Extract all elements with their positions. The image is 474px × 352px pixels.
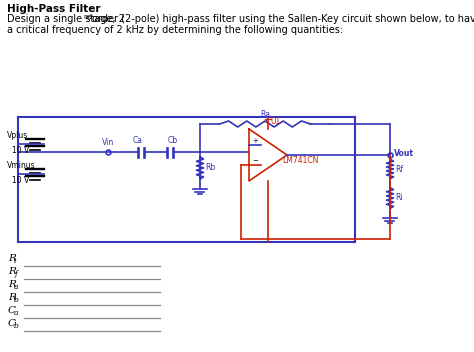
Text: f: f bbox=[14, 270, 17, 278]
Text: C: C bbox=[8, 319, 16, 328]
Text: Ra: Ra bbox=[260, 110, 270, 119]
Text: Vin: Vin bbox=[102, 138, 114, 147]
Text: a critical frequency of 2 kHz by determining the following quantities:: a critical frequency of 2 kHz by determi… bbox=[7, 25, 343, 35]
Text: R: R bbox=[8, 267, 16, 276]
Text: order (2-pole) high-pass filter using the Sallen-Key circuit shown below, to hav: order (2-pole) high-pass filter using th… bbox=[89, 14, 474, 24]
Text: Ca: Ca bbox=[133, 136, 143, 145]
Text: b: b bbox=[14, 322, 19, 330]
Text: b: b bbox=[14, 296, 19, 304]
Text: Ri: Ri bbox=[395, 194, 402, 202]
Text: 10 V: 10 V bbox=[12, 146, 29, 155]
Text: Rb: Rb bbox=[205, 163, 215, 172]
Text: R: R bbox=[8, 254, 16, 263]
Text: 10 V: 10 V bbox=[12, 176, 29, 185]
Text: nd: nd bbox=[83, 14, 92, 20]
Text: +: + bbox=[252, 138, 258, 144]
Text: −: − bbox=[252, 158, 258, 164]
Text: Vplus: Vplus bbox=[7, 131, 28, 140]
Text: C: C bbox=[8, 306, 16, 315]
Text: a: a bbox=[14, 309, 18, 317]
Text: Vout: Vout bbox=[394, 150, 414, 158]
Text: R: R bbox=[8, 280, 16, 289]
Text: R: R bbox=[8, 293, 16, 302]
Text: i: i bbox=[14, 257, 17, 265]
Text: Rf: Rf bbox=[395, 164, 403, 174]
Text: U1: U1 bbox=[270, 117, 280, 126]
Text: a: a bbox=[14, 283, 18, 291]
Text: Vminus: Vminus bbox=[7, 161, 36, 170]
Text: LM741CN: LM741CN bbox=[282, 156, 319, 165]
Text: Design a single stage, 2: Design a single stage, 2 bbox=[7, 14, 125, 24]
Text: Cb: Cb bbox=[168, 136, 178, 145]
Text: High-Pass Filter: High-Pass Filter bbox=[7, 4, 100, 14]
